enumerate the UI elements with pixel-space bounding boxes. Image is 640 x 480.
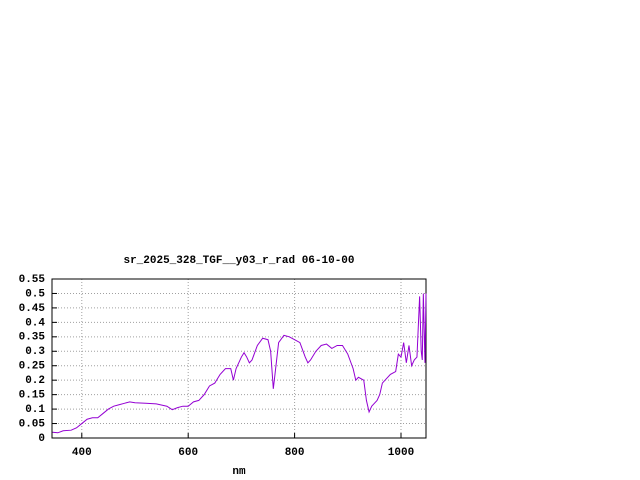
chart-title: sr_2025_328_TGF__y03_r_rad 06-10-00 [123,255,354,267]
y-tick-label: 0.5 [25,288,45,300]
y-tick-label: 0.05 [19,418,46,430]
x-tick-label: 600 [178,447,198,459]
y-tick-label: 0.4 [25,317,45,329]
y-tick-label: 0.1 [25,404,45,416]
y-tick-label: 0.2 [25,375,45,387]
y-tick-label: 0.35 [19,332,46,344]
y-tick-label: 0.55 [19,274,46,286]
y-tick-label: 0.15 [19,390,46,402]
x-tick-label: 800 [285,447,305,459]
x-tick-label: 400 [72,447,92,459]
plot-border [51,278,427,439]
y-tick-label: 0.45 [19,303,46,315]
data-line [52,293,427,434]
x-tick-label: 1000 [388,447,414,459]
y-tick-label: 0 [38,433,45,445]
y-tick-label: 0.3 [25,346,45,358]
x-axis-label: nm [232,466,246,478]
y-tick-label: 0.25 [19,361,46,373]
